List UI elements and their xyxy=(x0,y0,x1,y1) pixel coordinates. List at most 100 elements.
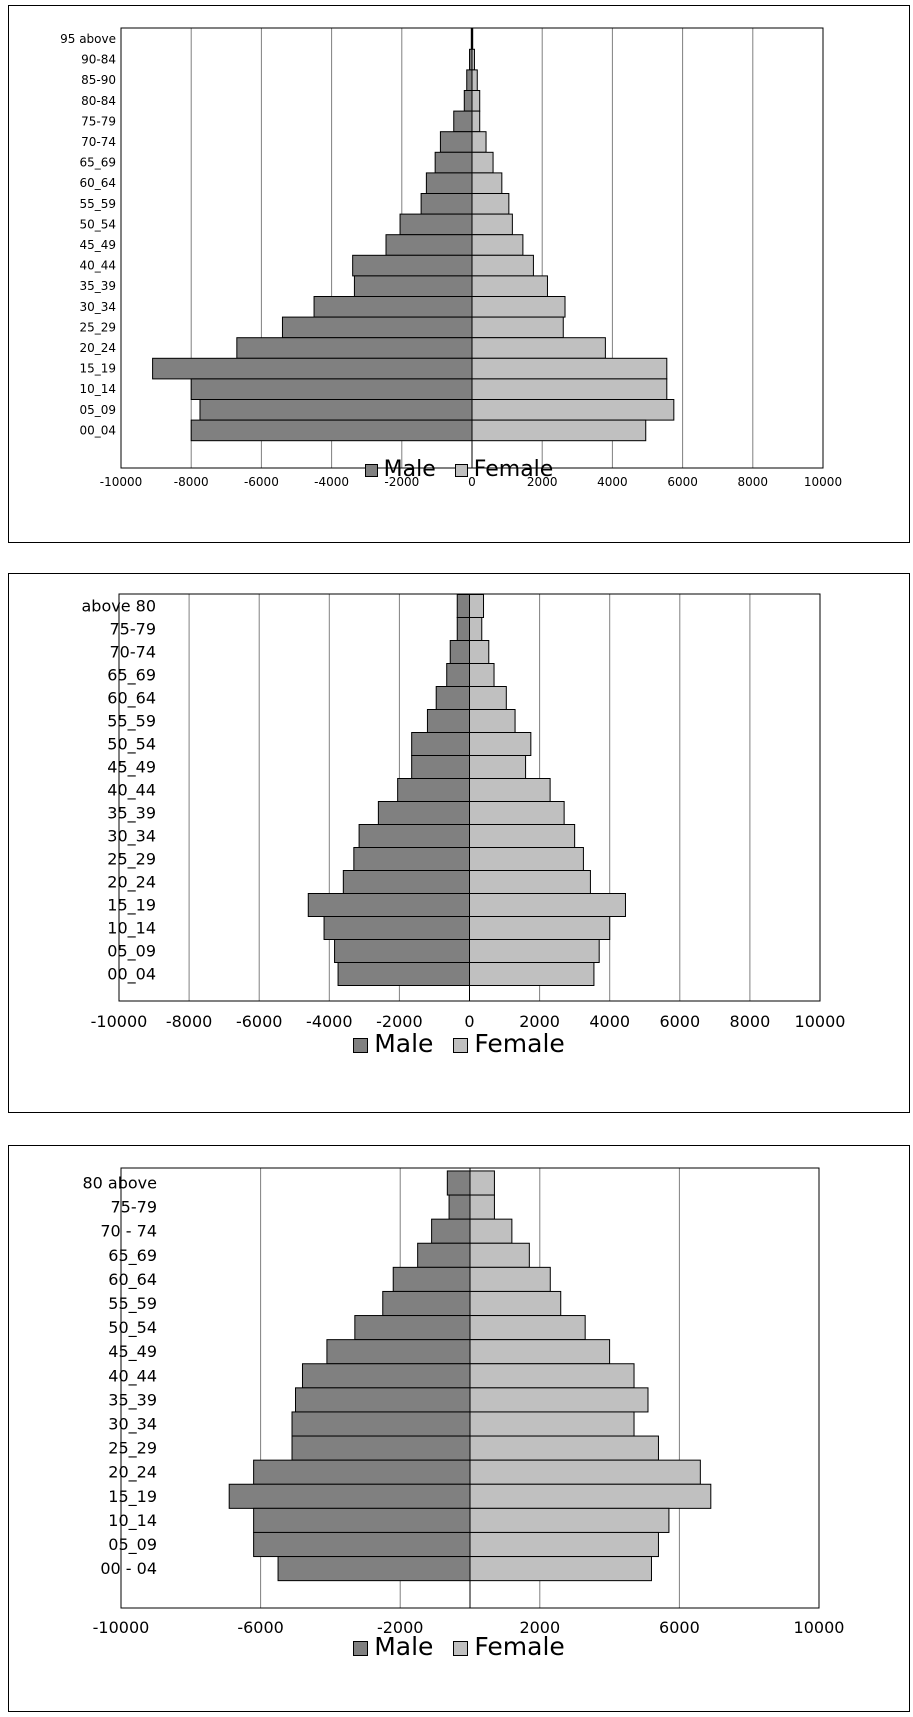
bar-male xyxy=(382,1290,471,1317)
category-label: 80-84 xyxy=(81,94,116,108)
x-tick-label: 8000 xyxy=(730,1012,771,1031)
bar-female xyxy=(469,686,507,710)
category-label: 35_39 xyxy=(108,1390,157,1410)
category-label: 70-74 xyxy=(110,643,157,662)
legend-item-male: Male xyxy=(353,1632,433,1661)
bar-female xyxy=(471,90,481,112)
legend-label-male: Male xyxy=(374,1632,434,1661)
category-label: 00_04 xyxy=(79,423,116,437)
bar-female xyxy=(469,1531,659,1558)
bar-male xyxy=(417,1242,471,1268)
legend-label-male: Male xyxy=(374,1029,434,1058)
category-label: 85-90 xyxy=(81,73,116,87)
bar-male xyxy=(342,870,471,894)
legend-swatch-male xyxy=(353,1037,369,1053)
category-label: 70 - 74 xyxy=(100,1222,157,1241)
bar-female xyxy=(471,131,487,153)
x-tick-label: 10000 xyxy=(804,475,842,489)
bar-female xyxy=(469,617,483,641)
bar-male xyxy=(411,755,471,779)
bar-male xyxy=(277,1556,471,1582)
bar-female xyxy=(469,1483,712,1509)
bar-female xyxy=(469,1363,635,1389)
bar-female xyxy=(469,709,516,733)
x-tick-label: 6000 xyxy=(659,1618,700,1637)
legend: Male Female xyxy=(9,1632,909,1661)
bar-male xyxy=(358,824,470,848)
category-label: 40_44 xyxy=(107,781,156,801)
pyramid-chart-2-plot: above 80 75-79 70-74 65_69 60_64 55_59 50_54 45… xyxy=(81,593,845,1031)
category-label: 05_09 xyxy=(79,403,116,417)
bar-male xyxy=(420,193,473,215)
bar-female xyxy=(469,847,584,871)
bar-female xyxy=(469,732,532,756)
legend-item-female: Female xyxy=(453,1632,565,1661)
bar-male xyxy=(434,151,473,174)
legend-item-male: Male xyxy=(364,457,436,482)
bar-male xyxy=(377,801,470,825)
bar-male xyxy=(291,1435,471,1461)
bar-female xyxy=(469,1290,562,1317)
bar-female xyxy=(471,193,510,215)
bar-female xyxy=(471,110,481,133)
x-tick-label: 0 xyxy=(468,475,476,489)
category-label: 05_09 xyxy=(108,1535,157,1555)
bar-male xyxy=(426,709,471,733)
category-label: 20_24 xyxy=(79,341,116,355)
pyramid-chart-1: 95 above 90-84 85-90 80-84 75-79 70-74 65_69 60… xyxy=(8,5,910,543)
bar-female xyxy=(469,663,495,687)
x-tick-label: 4000 xyxy=(597,475,628,489)
pyramid-chart-3-plot: 80 above 75-79 70 - 74 65_69 60_64 55_59 50_54… xyxy=(82,1167,844,1637)
bar-male xyxy=(425,172,473,194)
category-label: 25_29 xyxy=(108,1439,157,1459)
bar-female xyxy=(469,1170,495,1196)
bar-female xyxy=(469,594,485,618)
x-tick-label: 0 xyxy=(464,1012,474,1031)
category-label: 35_39 xyxy=(107,804,156,824)
bar-male xyxy=(228,1483,471,1509)
bar-female xyxy=(469,755,527,779)
x-tick-label: -2000 xyxy=(377,1618,424,1637)
bar-female xyxy=(471,172,503,194)
bar-female xyxy=(471,378,668,400)
pyramid-chart-2: above 80 75-79 70-74 65_69 60_64 55_59 50_54 45… xyxy=(8,573,910,1113)
bar-male xyxy=(448,1194,471,1220)
category-label: 30_34 xyxy=(107,827,156,847)
legend-swatch-female xyxy=(453,1640,469,1656)
x-tick-label: -2000 xyxy=(376,1012,423,1031)
bar-female xyxy=(469,1411,635,1437)
category-label: 20_24 xyxy=(108,1463,157,1483)
bar-female xyxy=(471,275,548,297)
bar-female xyxy=(471,399,675,421)
category-label: 55_59 xyxy=(107,712,156,732)
category-label: 00_04 xyxy=(107,965,156,985)
bar-male xyxy=(449,640,471,664)
category-label: 45_49 xyxy=(108,1342,157,1362)
legend: Male Female xyxy=(9,1029,909,1058)
bar-male xyxy=(435,686,471,710)
bar-female xyxy=(469,1387,649,1413)
x-tick-label: -8000 xyxy=(166,1012,213,1031)
bar-female xyxy=(469,893,626,917)
bar-male xyxy=(301,1363,471,1389)
category-label: 55_59 xyxy=(108,1294,157,1314)
category-label: 45_49 xyxy=(107,758,156,778)
category-label: 50_54 xyxy=(79,217,116,231)
bar-female xyxy=(469,1194,495,1220)
x-tick-label: 6000 xyxy=(659,1012,700,1031)
bar-female xyxy=(469,916,611,940)
x-tick-label: -10000 xyxy=(93,1618,150,1637)
category-label: 65_69 xyxy=(107,666,156,686)
bar-male xyxy=(352,254,473,277)
bar-female xyxy=(471,69,478,92)
x-tick-label: 4000 xyxy=(589,1012,630,1031)
category-label: 00 - 04 xyxy=(100,1559,157,1578)
category-label: 15_19 xyxy=(108,1487,157,1507)
bar-male xyxy=(291,1411,471,1437)
bar-male xyxy=(399,213,473,236)
legend-swatch-male xyxy=(364,463,378,477)
bar-male xyxy=(353,847,470,871)
x-tick-label: -2000 xyxy=(384,475,419,489)
bar-male xyxy=(456,594,471,618)
legend: Male Female xyxy=(9,457,909,482)
